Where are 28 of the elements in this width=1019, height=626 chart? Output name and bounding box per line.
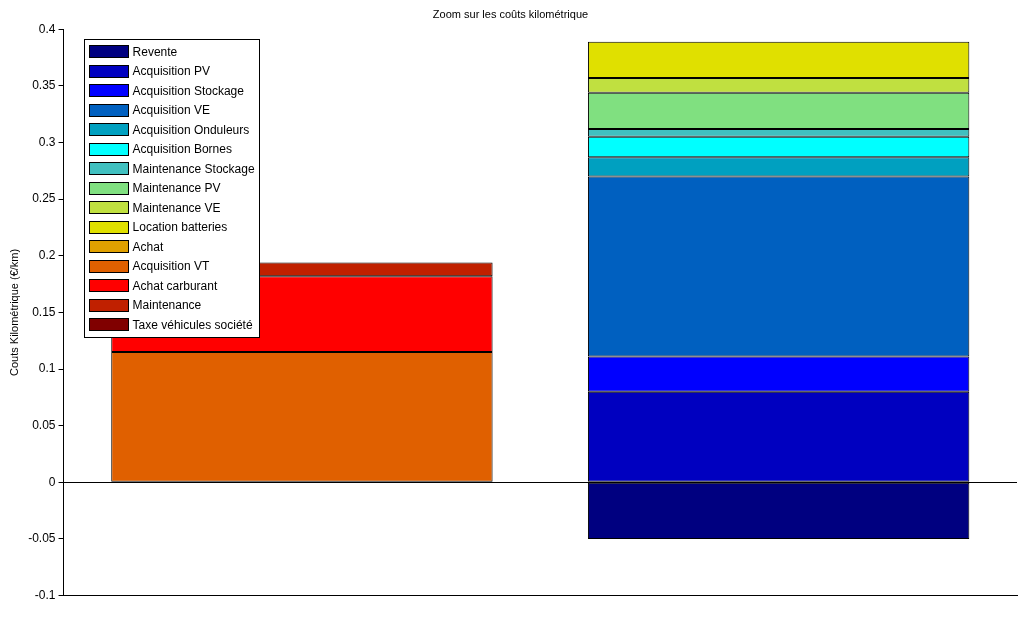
legend-label: Maintenance VE [132,200,221,215]
y-tick-label: 0.3 [38,134,56,149]
legend-label: Acquisition Stockage [132,83,244,98]
y-tick-label: -0.1 [34,587,56,602]
y-tick-label: -0.05 [28,531,56,546]
y-tick-label: 0 [48,474,56,489]
legend-label: Achat carburant [132,278,218,293]
y-tick-label: 0.35 [32,78,56,93]
legend-label: Location batteries [132,220,228,235]
y-axis-title: Couts Kilométrique (€/km) [7,248,20,376]
legend-label: Maintenance [132,298,202,313]
y-tick-label: 0.2 [38,248,56,263]
legend-label: Acquisition VE [132,103,210,118]
y-tick-label: 0.1 [38,361,56,376]
legend-label: Maintenance PV [132,181,221,196]
legend-label: Acquisition Bornes [132,142,232,157]
y-tick-label: 0.25 [32,191,56,206]
legend-label: Acquisition VT [132,259,210,274]
legend-label: Acquisition PV [132,64,210,79]
y-tick-label: 0.4 [38,21,56,36]
legend-label: Maintenance Stockage [132,161,255,176]
legend-label: Acquisition Onduleurs [132,122,250,137]
y-tick-label: 0.05 [32,417,56,432]
y-tick-label: 0.15 [32,304,56,319]
legend-label: Achat [132,239,164,254]
legend-label: Taxe véhicules société [132,317,253,332]
legend-label: Revente [132,44,178,59]
chart-title: Zoom sur les coûts kilométrique [432,7,589,20]
